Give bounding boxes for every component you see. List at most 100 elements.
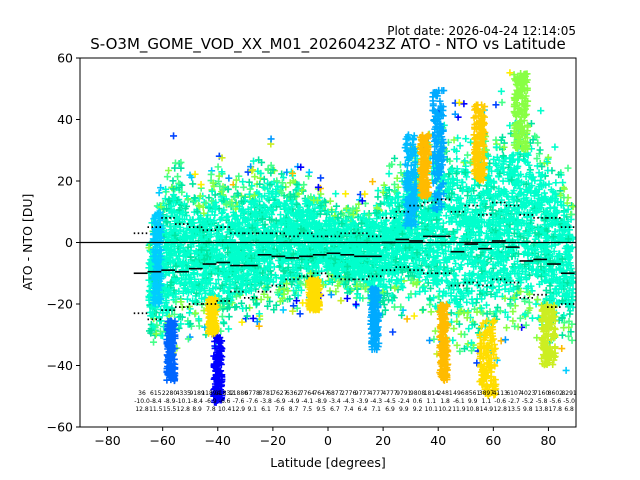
scatter-point [498, 98, 506, 106]
scatter-point [533, 296, 541, 304]
scatter-point [427, 308, 435, 316]
scatter-point [307, 193, 315, 201]
scatter-point [260, 175, 268, 183]
scatter-point [414, 278, 422, 286]
scatter-point [214, 163, 222, 171]
scatter-point [229, 203, 237, 211]
scatter-point [150, 338, 158, 346]
scatter-point [233, 303, 241, 311]
scatter-point [492, 101, 500, 109]
scatter-point [568, 336, 576, 344]
scatter-point [410, 312, 418, 320]
scatter-point [391, 154, 399, 162]
scatter-point [394, 183, 402, 191]
scatter-point [174, 173, 182, 181]
scatter-point [352, 300, 360, 308]
scatter-point [385, 278, 393, 286]
scatter-point [532, 300, 540, 308]
scatter-point [287, 168, 295, 176]
scatter-point [238, 318, 246, 326]
plot-date: Plot date: 2026-04-24 12:14:05 [387, 24, 576, 38]
scatter-point [220, 319, 228, 327]
scatter-point [473, 359, 481, 367]
scatter-point [550, 270, 558, 278]
scatter-point [537, 273, 545, 281]
scatter-point [219, 298, 227, 306]
scatter-point [533, 334, 541, 342]
scatter-point [223, 305, 231, 313]
scatter-point [497, 87, 505, 95]
scatter-point [264, 302, 272, 310]
scatter-point [293, 304, 301, 312]
scatter-point [380, 181, 388, 189]
scatter-point [277, 211, 285, 219]
scatter-point [167, 206, 175, 214]
scatter-point [407, 290, 415, 298]
scatter-point [525, 249, 533, 257]
scatter-point [297, 163, 305, 171]
scatter-point [225, 325, 233, 333]
scatter-point [456, 142, 464, 150]
scatter-point [430, 335, 438, 343]
scatter-point [170, 310, 178, 318]
scatter-point [171, 164, 179, 172]
scatter-point [232, 176, 240, 184]
scatter-point [398, 311, 406, 319]
scatter-point [505, 287, 513, 295]
scatter-point [397, 303, 405, 311]
scatter-point [462, 135, 470, 143]
scatter-point [269, 206, 277, 214]
scatter-point [163, 173, 171, 181]
scatter-point [509, 284, 517, 292]
scatter-point [225, 174, 233, 182]
scatter-point [552, 179, 560, 187]
scatter-point [379, 188, 387, 196]
scatter-point [174, 215, 182, 223]
scatter-point [389, 328, 397, 336]
scatter-point [565, 323, 573, 331]
scatter-point [218, 313, 226, 321]
scatter-point [286, 179, 294, 187]
scatter-point [224, 213, 232, 221]
scatter-point [244, 168, 252, 176]
scatter-point [501, 281, 509, 289]
scatter-point [563, 199, 571, 207]
scatter-point [497, 337, 505, 345]
scatter-point [168, 202, 176, 210]
scatter-point [550, 247, 558, 255]
scatter-point [399, 284, 407, 292]
scatter-point [369, 178, 377, 186]
scatter-point [527, 120, 535, 128]
scatter-point [259, 269, 267, 277]
scatter-point [463, 298, 471, 306]
scatter-point [506, 69, 514, 77]
scatter-point [403, 315, 411, 323]
scatter-point [537, 107, 545, 115]
scatter-point [237, 299, 245, 307]
scatter-point [157, 184, 165, 192]
scatter-point [472, 299, 480, 307]
scatter-point [447, 309, 455, 317]
scatter-point [503, 324, 511, 332]
chart-title: S-O3M_GOME_VOD_XX_M01_20260423Z ATO - NT… [90, 35, 566, 54]
scatter-point [451, 110, 459, 118]
scatter-point [305, 168, 313, 176]
scatter-point [253, 318, 261, 326]
scatter-point [342, 204, 350, 212]
scatter-point [355, 200, 363, 208]
scatter-point [267, 135, 275, 143]
scatter-point [261, 202, 269, 210]
scatter-point [239, 304, 247, 312]
scatter-point [361, 190, 369, 198]
scatter-point [385, 270, 393, 278]
scatter-point [427, 284, 435, 292]
scatter-point [410, 259, 418, 267]
scatter-point [253, 299, 261, 307]
scatter-point [157, 306, 165, 314]
scatter-point [240, 183, 248, 191]
scatter-point [511, 295, 519, 303]
scatter-point [337, 297, 345, 305]
scatter-point [435, 287, 443, 295]
scatter-point [559, 179, 567, 187]
